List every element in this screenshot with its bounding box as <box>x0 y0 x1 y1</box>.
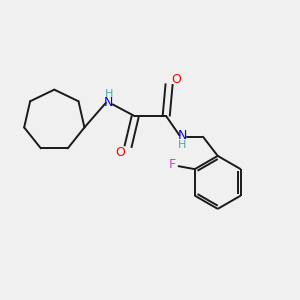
Text: N: N <box>178 129 187 142</box>
Text: H: H <box>178 140 187 150</box>
Text: F: F <box>169 158 176 171</box>
Text: O: O <box>116 146 125 159</box>
Text: N: N <box>104 96 113 110</box>
Text: O: O <box>172 73 182 86</box>
Text: H: H <box>105 89 113 99</box>
